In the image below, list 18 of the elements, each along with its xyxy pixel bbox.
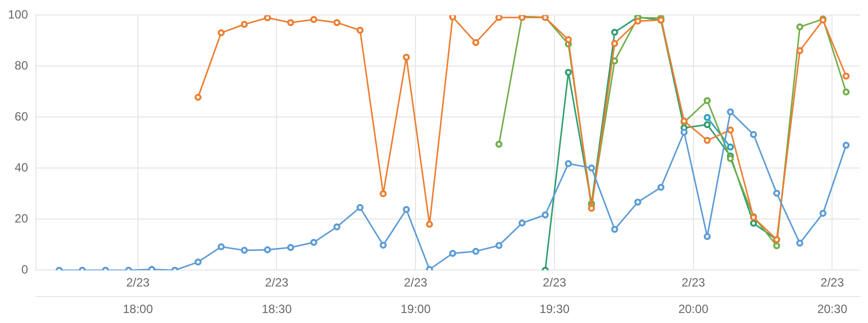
x2-tick-label: 2/23 <box>820 276 844 290</box>
x2-tick-label: 2/23 <box>126 276 150 290</box>
x2-tick-label: 2/23 <box>682 276 706 290</box>
x2-tick-label: 2/23 <box>542 276 566 290</box>
y-tick-label: 60 <box>14 110 28 124</box>
x2-tick-label: 2/23 <box>404 276 428 290</box>
y-tick-label: 100 <box>8 8 28 22</box>
x-tick-label: 18:00 <box>122 302 154 316</box>
x-tick-label: 20:30 <box>817 302 848 316</box>
x-tick-label: 19:30 <box>539 302 570 316</box>
y-tick-label: 80 <box>14 58 28 73</box>
y-tick-label: 40 <box>14 160 28 175</box>
x2-tick-label: 2/23 <box>265 276 289 290</box>
x-tick-label: 19:00 <box>400 302 431 316</box>
y-tick-label: 20 <box>14 212 28 226</box>
x-tick-label: 20:00 <box>678 302 709 316</box>
y-tick-label: 0 <box>21 262 28 277</box>
x-tick-label: 18:30 <box>262 302 292 316</box>
